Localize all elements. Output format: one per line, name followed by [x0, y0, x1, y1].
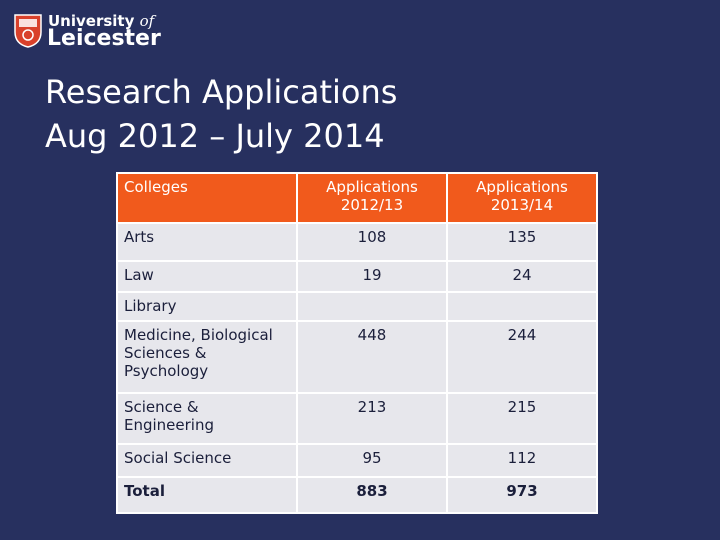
table-row: Medicine, Biological Sciences & Psycholo… — [116, 320, 598, 394]
table-row: Arts 108 135 — [116, 222, 598, 262]
table-cell: 973 — [446, 476, 598, 514]
logo-word: University — [48, 12, 135, 30]
header-row: Colleges Applications 2012/13 Applications… — [116, 172, 598, 224]
table-cell: 883 — [296, 476, 448, 514]
table-cell: Total — [116, 476, 298, 514]
table-cell: Law — [116, 260, 298, 293]
title-line: Aug 2012 – July 2014 — [45, 117, 385, 155]
table-row: Total 883 973 — [116, 476, 598, 514]
logo-word: Leicester — [47, 26, 161, 51]
empty-cell — [296, 291, 448, 322]
empty-cell — [446, 291, 598, 322]
table-cell: 108 — [296, 222, 448, 262]
title: Research Applications Aug 2012 – July 20… — [45, 70, 397, 158]
logo-line: University of — [48, 12, 154, 30]
table-row: Library — [116, 291, 598, 322]
logo-word: of — [139, 12, 155, 30]
header-cell: Applications 2013/14 — [446, 172, 598, 224]
table-cell: 112 — [446, 443, 598, 478]
table-cell: 19 — [296, 260, 448, 293]
table-cell: 448 — [296, 320, 448, 394]
table-cell: 215 — [446, 392, 598, 445]
table-cell: 213 — [296, 392, 448, 445]
header-cell: Applications 2012/13 — [296, 172, 448, 224]
table-cell: Medicine, Biological Sciences & Psycholo… — [116, 320, 298, 394]
table-cell: Arts — [116, 222, 298, 262]
applications-table: Colleges Applications 2012/13 Applications… — [116, 172, 598, 514]
table-cell: 95 — [296, 443, 448, 478]
table-cell: 244 — [446, 320, 598, 394]
table-cell: Science & Engineering — [116, 392, 298, 445]
table-row: Law 19 24 — [116, 260, 598, 293]
table-cell: Library — [116, 291, 298, 322]
header-cell: Colleges — [116, 172, 298, 224]
table-cell: Social Science — [116, 443, 298, 478]
title-line: Research Applications — [45, 73, 398, 111]
shield-icon — [14, 14, 42, 48]
table-row: Science & Engineering 213 215 — [116, 392, 598, 445]
table-row: Social Science 95 112 — [116, 443, 598, 478]
table-cell: 24 — [446, 260, 598, 293]
table-cell: 135 — [446, 222, 598, 262]
